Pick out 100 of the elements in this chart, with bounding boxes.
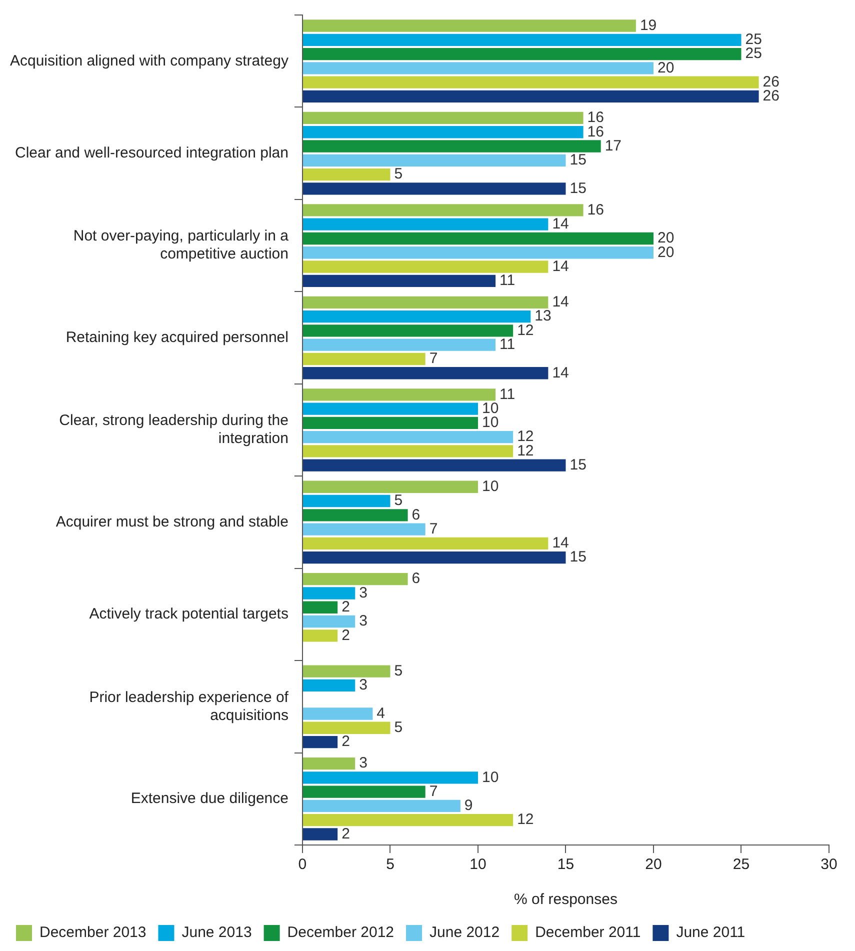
y-tick-label: Clear and well-resourced integration plan: [14, 144, 288, 162]
bar: [302, 140, 601, 152]
bar: [302, 274, 496, 287]
data-label: 3: [359, 754, 368, 772]
bar: [302, 62, 654, 74]
data-label: 5: [394, 719, 403, 736]
bar: [302, 772, 478, 784]
legend-label: June 2012: [430, 924, 500, 942]
data-label: 14: [552, 364, 569, 382]
data-label: 12: [517, 322, 534, 339]
data-label: 5: [394, 662, 403, 680]
legend-label: December 2011: [535, 924, 641, 942]
legend-label: June 2013: [182, 924, 252, 942]
bar: [302, 416, 478, 430]
bar: [302, 736, 338, 748]
x-tick-label: 15: [557, 856, 574, 874]
data-label: 14: [552, 258, 569, 275]
data-label: 7: [429, 782, 438, 800]
data-label: 10: [482, 478, 499, 496]
bar: [302, 757, 356, 770]
data-label: 11: [500, 386, 516, 403]
bar: [302, 260, 548, 273]
bar: [302, 509, 408, 522]
y-tick-label: Prior leadership experience of acquisitions: [89, 688, 290, 724]
data-label: 2: [342, 825, 350, 842]
data-label: 12: [517, 811, 534, 828]
bar: [302, 665, 390, 678]
bar: [302, 112, 584, 124]
bar: [302, 814, 514, 826]
bar: [302, 708, 373, 720]
data-label: 7: [429, 350, 438, 368]
data-label: 14: [552, 215, 569, 232]
bar: [302, 232, 654, 245]
legend-label: December 2012: [287, 924, 394, 942]
bar: [302, 615, 356, 628]
y-tick-label: Acquirer must be strong and stable: [56, 513, 288, 530]
bar: [302, 34, 742, 46]
data-label: 16: [587, 201, 604, 218]
bar: [302, 388, 496, 401]
bar: [302, 20, 636, 32]
bar: [302, 402, 478, 415]
data-label: 17: [604, 137, 622, 154]
data-label: 19: [640, 16, 657, 34]
data-label: 6: [412, 506, 420, 524]
bar: [302, 324, 514, 337]
x-tick-label: 10: [470, 856, 486, 874]
x-tick-label: 20: [645, 856, 662, 874]
bar: [302, 218, 548, 230]
data-label: 3: [359, 676, 368, 694]
bar: [302, 126, 584, 138]
bar: [302, 800, 460, 812]
x-tick-label: 5: [386, 856, 394, 874]
data-label: 3: [359, 612, 368, 630]
data-label: 5: [394, 492, 403, 510]
data-label: 5: [394, 166, 403, 183]
y-tick-label: Clear, strong leadership during the integration: [59, 412, 288, 448]
bar: [302, 630, 338, 642]
bar: [302, 90, 759, 103]
data-label: 26: [762, 88, 780, 105]
data-label: 11: [500, 336, 516, 353]
data-label: 11: [500, 272, 516, 290]
data-label: 10: [482, 414, 499, 432]
legend-label: December 2013: [40, 924, 146, 942]
data-label: 6: [412, 570, 420, 588]
bar: [302, 48, 742, 60]
data-label: 15: [570, 180, 586, 197]
bar: [302, 459, 566, 472]
bar: [302, 494, 390, 508]
bar: [302, 352, 426, 366]
data-label: 3: [359, 584, 368, 602]
bar: [302, 310, 531, 323]
bar: [302, 551, 566, 564]
data-label: 4: [376, 704, 386, 722]
bar: [302, 154, 566, 166]
y-tick-label: Extensive due diligence: [130, 790, 288, 808]
data-label: 2: [342, 733, 350, 750]
bar: [302, 367, 548, 380]
data-label: 15: [570, 152, 586, 169]
data-label: 26: [762, 73, 780, 90]
y-tick-label: Retaining key acquired personnel: [66, 328, 288, 346]
bar: [302, 523, 426, 536]
bar: [302, 182, 566, 195]
data-label: 13: [534, 308, 552, 325]
bar: [302, 537, 548, 550]
data-label: 9: [464, 797, 473, 814]
bar: [302, 204, 584, 216]
x-axis-title: % of responses: [514, 891, 618, 908]
data-label: 2: [342, 598, 350, 616]
x-tick-label: 25: [732, 856, 750, 874]
y-tick-label: Not over-paying, particularly in a competitive auction: [73, 228, 290, 263]
y-tick-label: Acquisition aligned with company strategy: [10, 52, 289, 70]
data-label: 15: [570, 548, 586, 566]
data-label: 15: [570, 456, 586, 474]
bar: [302, 573, 408, 586]
bar: [302, 722, 390, 734]
bar: [302, 296, 548, 309]
bar: [302, 246, 654, 259]
bar: [302, 786, 426, 798]
data-label: 20: [657, 59, 674, 76]
data-label: 14: [552, 294, 569, 311]
